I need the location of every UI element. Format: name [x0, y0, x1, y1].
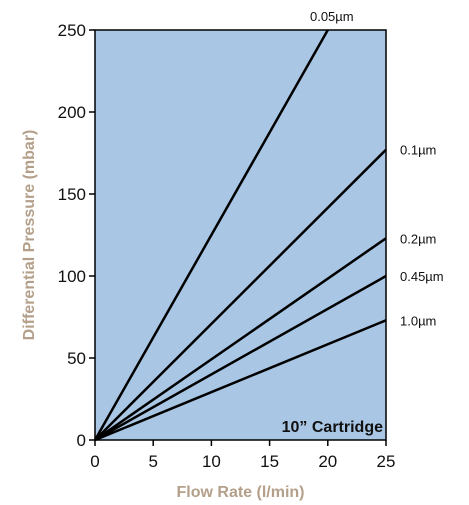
y-axis-ticks: 0 50 100 150 200 250	[58, 21, 95, 450]
x-tick-label-1: 5	[148, 452, 157, 471]
plot-frame	[94, 29, 387, 441]
y-axis-title: Differential Pressure (mbar)	[21, 130, 38, 341]
series-label-2: 0.2µm	[400, 231, 436, 246]
x-tick-label-0: 0	[90, 452, 99, 471]
series-label-0: 0.05µm	[310, 9, 354, 24]
series-labels: 0.05µm 0.1µm 0.2µm 0.45µm 1.0µm	[310, 9, 444, 328]
x-axis-title: Flow Rate (l/min)	[177, 484, 305, 501]
x-tick-label-4: 20	[318, 452, 337, 471]
y-tick-label-1: 50	[67, 349, 86, 368]
series-line-1	[94, 148, 387, 441]
y-tick-label-5: 250	[58, 21, 86, 40]
series-label-3: 0.45µm	[400, 269, 444, 284]
series-line-0	[93, 29, 329, 441]
series-lines	[93, 29, 387, 442]
series-line-4	[94, 319, 387, 442]
x-axis-ticks: 0 5 10 15 20 25	[90, 440, 395, 471]
plot-area	[95, 30, 386, 440]
y-tick-label-3: 150	[58, 185, 86, 204]
series-label-4: 1.0µm	[400, 313, 436, 328]
series-label-1: 0.1µm	[400, 143, 436, 158]
y-tick-label-0: 0	[77, 431, 86, 450]
cartridge-annotation: 10” Cartridge	[282, 419, 383, 436]
y-tick-label-4: 200	[58, 103, 86, 122]
series-line-2	[94, 237, 387, 442]
x-tick-label-5: 25	[377, 452, 396, 471]
x-tick-label-2: 10	[202, 452, 221, 471]
y-tick-label-2: 100	[58, 267, 86, 286]
series-line-3	[94, 274, 387, 442]
x-tick-label-3: 15	[260, 452, 279, 471]
